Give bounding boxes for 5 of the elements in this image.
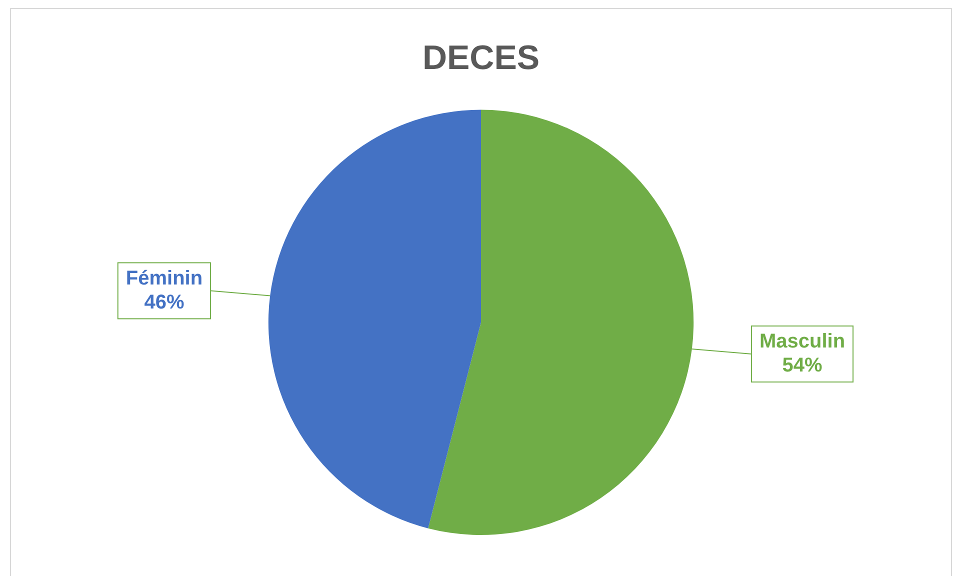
slice-label: Masculin bbox=[759, 330, 846, 353]
data-label: 46% bbox=[144, 291, 184, 314]
data-label: 54% bbox=[782, 354, 822, 377]
chart-title: DECES bbox=[422, 38, 540, 77]
slice-label: Féminin bbox=[126, 267, 203, 290]
